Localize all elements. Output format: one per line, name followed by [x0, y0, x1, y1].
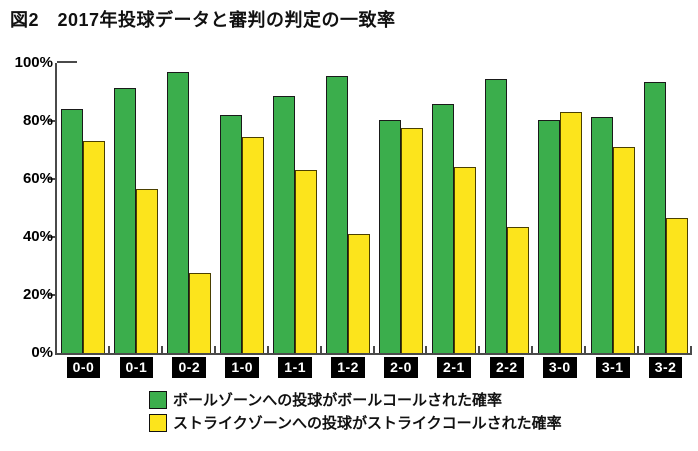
- y-axis-tick: [48, 236, 55, 238]
- x-label-cell: 0-2: [163, 357, 216, 378]
- x-label-cell: 2-1: [427, 357, 480, 378]
- bar-strike-zone-1-2: [348, 234, 371, 353]
- legend-swatch-green: [149, 390, 167, 409]
- x-label-0-1: 0-1: [119, 357, 154, 378]
- x-label-3-1: 3-1: [595, 357, 630, 378]
- x-axis-tick: [584, 346, 587, 353]
- x-axis-tick: [319, 346, 322, 353]
- bar-strike-zone-3-1: [612, 147, 635, 353]
- bar-strike-zone-2-0: [400, 128, 423, 353]
- bar-group-0-1: [110, 63, 163, 353]
- y-axis-tick: [48, 294, 55, 296]
- x-label-cell: 3-0: [533, 357, 586, 378]
- bar-ball-zone-2-2: [484, 78, 507, 353]
- bars-area: [57, 63, 692, 353]
- bar-group-1-0: [216, 63, 269, 353]
- bar-group-1-1: [269, 63, 322, 353]
- bar-ball-zone-2-0: [378, 119, 401, 353]
- x-axis-tick: [690, 346, 692, 353]
- bar-group-2-0: [375, 63, 428, 353]
- bar-ball-zone-3-1: [590, 116, 613, 353]
- x-axis-tick: [425, 346, 428, 353]
- bar-ball-zone-0-0: [61, 109, 84, 353]
- bar-ball-zone-0-1: [114, 87, 137, 353]
- y-axis-label-20: 20%: [22, 286, 53, 303]
- x-label-1-2: 1-2: [331, 357, 365, 378]
- x-label-cell: 0-1: [110, 357, 163, 378]
- bar-ball-zone-3-2: [643, 81, 666, 353]
- bar-group-0-2: [163, 63, 216, 353]
- bar-group-1-2: [322, 63, 375, 353]
- x-label-cell: 1-2: [322, 357, 375, 378]
- bar-strike-zone-1-1: [295, 170, 318, 353]
- x-label-cell: 3-2: [639, 357, 692, 378]
- bar-strike-zone-2-2: [506, 226, 529, 353]
- x-axis-tick: [266, 346, 269, 353]
- x-label-0-2: 0-2: [172, 357, 207, 378]
- bar-ball-zone-1-0: [220, 115, 243, 353]
- plot-area: 0% 20% 40% 60% 80% 100%: [15, 55, 692, 360]
- bar-ball-zone-2-1: [431, 103, 454, 353]
- x-label-1-0: 1-0: [225, 357, 260, 378]
- x-axis-tick: [478, 346, 481, 353]
- bar-strike-zone-3-0: [559, 112, 582, 353]
- y-axis-label-100: 100%: [14, 54, 53, 71]
- bar-strike-zone-3-2: [665, 218, 688, 353]
- bar-strike-zone-2-1: [453, 167, 476, 353]
- bar-strike-zone-0-2: [189, 273, 212, 353]
- bar-group-2-2: [480, 63, 533, 353]
- legend-row-strike-zone: ストライクゾーンへの投球がストライクコールされた確率: [149, 411, 562, 434]
- x-label-3-0: 3-0: [542, 357, 577, 378]
- y-axis-label-80: 80%: [22, 112, 53, 129]
- y-axis-tick: [48, 178, 55, 180]
- bar-strike-zone-1-0: [242, 136, 265, 353]
- bar-ball-zone-0-2: [167, 71, 190, 353]
- bar-group-0-0: [57, 63, 110, 353]
- bar-group-3-0: [533, 63, 586, 353]
- x-label-cell: 1-0: [216, 357, 269, 378]
- bar-group-3-2: [639, 63, 692, 353]
- legend: ボールゾーンへの投球がボールコールされた確率 ストライクゾーンへの投球がストライ…: [149, 388, 562, 434]
- x-label-cell: 3-1: [586, 357, 639, 378]
- bar-strike-zone-0-1: [136, 189, 159, 353]
- x-axis-tick: [213, 346, 216, 353]
- y-axis-label-60: 60%: [22, 170, 53, 187]
- bar-ball-zone-1-2: [326, 76, 349, 353]
- bar-strike-zone-0-0: [83, 141, 106, 353]
- bar-ball-zone-1-1: [273, 96, 296, 353]
- x-label-2-2: 2-2: [489, 357, 524, 378]
- x-label-cell: 0-0: [57, 357, 110, 378]
- x-label-3-2: 3-2: [648, 357, 683, 378]
- x-label-0-0: 0-0: [66, 357, 101, 378]
- bar-ball-zone-3-0: [537, 119, 560, 353]
- legend-row-ball-zone: ボールゾーンへの投球がボールコールされた確率: [149, 388, 562, 411]
- x-axis-tick: [372, 346, 375, 353]
- x-axis-tick: [531, 346, 534, 353]
- x-axis-labels: 0-0 0-1 0-2 1-0 1-1 1-2 2-0 2-1 2-2 3-0 3-1 3-2: [57, 357, 692, 378]
- legend-swatch-yellow: [149, 413, 167, 432]
- x-label-1-1: 1-1: [278, 357, 313, 378]
- bar-group-3-1: [586, 63, 639, 353]
- y-axis-label-0: 0%: [31, 344, 53, 361]
- chart-title: 図2 2017年投球データと審判の判定の一致率: [10, 10, 396, 30]
- x-label-cell: 1-1: [269, 357, 322, 378]
- y-axis-100-tick: [57, 61, 77, 63]
- legend-label-ball-zone: ボールゾーンへの投球がボールコールされた確率: [173, 392, 502, 409]
- x-label-2-1: 2-1: [437, 357, 471, 378]
- x-label-cell: 2-2: [480, 357, 533, 378]
- y-axis-label-40: 40%: [22, 228, 53, 245]
- y-axis-tick: [48, 120, 55, 122]
- x-axis-tick: [107, 346, 110, 353]
- x-label-2-0: 2-0: [384, 357, 418, 378]
- legend-label-strike-zone: ストライクゾーンへの投球がストライクコールされた確率: [173, 415, 562, 432]
- x-axis-tick: [637, 346, 640, 353]
- x-label-cell: 2-0: [375, 357, 428, 378]
- bar-group-2-1: [427, 63, 480, 353]
- x-axis-tick: [160, 346, 163, 353]
